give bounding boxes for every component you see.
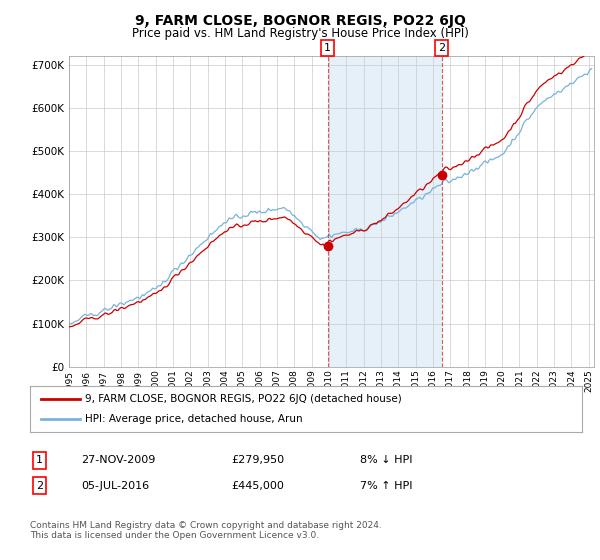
Text: Price paid vs. HM Land Registry's House Price Index (HPI): Price paid vs. HM Land Registry's House …	[131, 27, 469, 40]
Text: 9, FARM CLOSE, BOGNOR REGIS, PO22 6JQ (detached house): 9, FARM CLOSE, BOGNOR REGIS, PO22 6JQ (d…	[85, 394, 402, 404]
Text: 05-JUL-2016: 05-JUL-2016	[81, 480, 149, 491]
Text: 9, FARM CLOSE, BOGNOR REGIS, PO22 6JQ: 9, FARM CLOSE, BOGNOR REGIS, PO22 6JQ	[134, 14, 466, 28]
Text: 1: 1	[324, 43, 331, 53]
Text: HPI: Average price, detached house, Arun: HPI: Average price, detached house, Arun	[85, 414, 303, 424]
Text: 7% ↑ HPI: 7% ↑ HPI	[360, 480, 413, 491]
Text: £279,950: £279,950	[231, 455, 284, 465]
Text: 27-NOV-2009: 27-NOV-2009	[81, 455, 155, 465]
Bar	[328, 56, 442, 367]
Text: 8% ↓ HPI: 8% ↓ HPI	[360, 455, 413, 465]
Text: 2: 2	[36, 480, 43, 491]
Text: 1: 1	[36, 455, 43, 465]
Text: £445,000: £445,000	[231, 480, 284, 491]
Text: 2: 2	[438, 43, 445, 53]
Text: Contains HM Land Registry data © Crown copyright and database right 2024.
This d: Contains HM Land Registry data © Crown c…	[30, 521, 382, 540]
